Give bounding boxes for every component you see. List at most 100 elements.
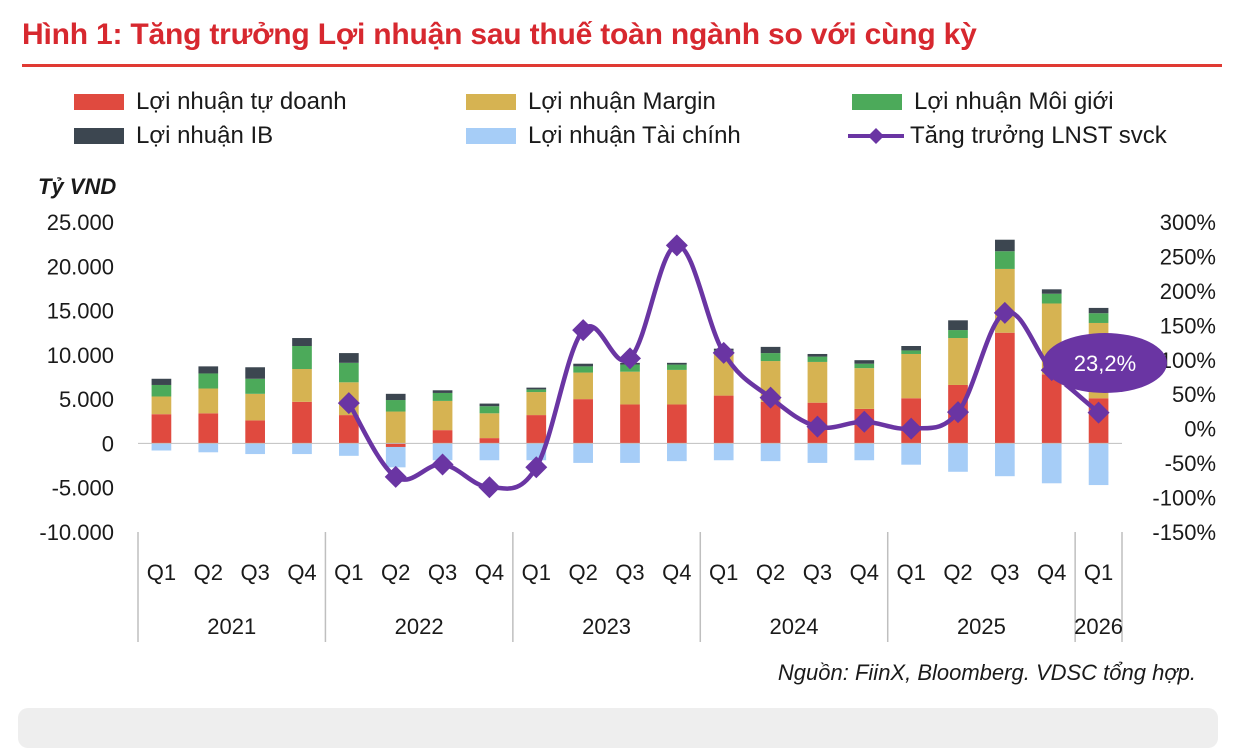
x-tick-label: Q1 (147, 560, 176, 585)
x-tick-label: Q4 (287, 560, 316, 585)
legend-swatch-ib (74, 128, 124, 144)
growth-marker (947, 401, 969, 424)
bar-segment (854, 443, 875, 461)
growth-marker (619, 347, 641, 370)
bar-segment (713, 395, 734, 444)
y2-tick-label: 300% (1160, 210, 1216, 235)
year-label: 2025 (957, 614, 1006, 639)
bar-segment (292, 443, 312, 455)
bar-segment (198, 366, 219, 374)
bar-segment (948, 320, 968, 331)
bar-segment (479, 438, 500, 444)
x-tick-label: Q3 (990, 560, 1019, 585)
bar-segment (198, 413, 219, 444)
legend-label-proprietary: Lợi nhuận tự doanh (136, 88, 347, 115)
bar-segment (995, 443, 1015, 477)
y-tick-label: 10.000 (47, 343, 114, 368)
bar-segment (432, 443, 453, 461)
bar-segment (198, 373, 219, 389)
x-tick-label: Q4 (1037, 560, 1066, 585)
bar-segment (479, 406, 500, 414)
bar-segment (948, 338, 968, 385)
legend-label-ib: Lợi nhuận IB (136, 122, 274, 149)
y2-tick-label: -150% (1152, 520, 1216, 545)
bar-segment (995, 332, 1015, 444)
x-tick-label: Q3 (240, 560, 269, 585)
bar-segment (573, 363, 593, 367)
bar-segment (901, 350, 921, 354)
bar-segment (198, 388, 219, 414)
y-tick-label: -5.000 (52, 476, 114, 501)
legend-item-financial: Lợi nhuận Tài chính (466, 122, 741, 150)
x-tick-label: Q1 (522, 560, 551, 585)
x-tick-label: Q3 (803, 560, 832, 585)
bar-segment (245, 393, 265, 421)
bar-segment (245, 378, 265, 394)
growth-marker (478, 476, 501, 499)
bar-segment (807, 361, 828, 403)
bar-segment (760, 443, 781, 462)
bar-segment (667, 369, 687, 405)
bar-segment (667, 362, 687, 365)
y2-tick-label: -50% (1165, 451, 1216, 476)
bar-segment (620, 371, 640, 405)
x-tick-label: Q3 (615, 560, 644, 585)
growth-marker (759, 386, 782, 409)
year-label: 2023 (582, 614, 631, 639)
year-label: 2026 (1074, 614, 1123, 639)
source-note: Nguồn: FiinX, Bloomberg. VDSC tổng hợp. (777, 660, 1196, 685)
bar-segment (713, 353, 734, 396)
x-tick-label: Q2 (568, 560, 597, 585)
y-tick-label: -10.000 (39, 520, 114, 545)
bar-segment (667, 443, 687, 462)
bar-segment (151, 414, 172, 444)
bar-segment (292, 338, 312, 346)
growth-marker (572, 319, 595, 342)
bar-segment (901, 353, 921, 399)
bar-segment (620, 443, 640, 463)
callout-label: 23,2% (1074, 351, 1136, 376)
legend-label-brokerage: Lợi nhuận Môi giới (914, 88, 1114, 115)
bar-segment (760, 346, 781, 354)
bar-segment (1041, 293, 1062, 304)
bar-segment (573, 443, 593, 463)
bar-segment (573, 399, 593, 444)
bar-segment (432, 390, 453, 393)
y-tick-label: 15.000 (47, 299, 114, 324)
y-tick-label: 25.000 (47, 210, 114, 235)
bar-segment (479, 443, 500, 461)
x-tick-label: Q3 (428, 560, 457, 585)
bar-segment (432, 392, 453, 401)
y-tick-label: 20.000 (47, 254, 114, 279)
legend-label-financial: Lợi nhuận Tài chính (528, 122, 741, 149)
legend-swatch-margin (466, 94, 516, 110)
bar-segment (245, 367, 265, 379)
growth-marker (431, 453, 454, 476)
bar-segment (292, 401, 312, 444)
bar-segment (760, 353, 781, 362)
y-tick-label: 5.000 (59, 387, 114, 412)
bar-segment (667, 364, 687, 370)
page-title: Hình 1: Tăng trưởng Lợi nhuận sau thuế t… (22, 18, 977, 51)
y2-tick-label: 200% (1160, 279, 1216, 304)
bar-segment (1088, 313, 1109, 323)
bar-segment (1041, 289, 1062, 294)
bar-segment (151, 443, 172, 451)
callout-bubble (1043, 333, 1167, 393)
legend-label-margin: Lợi nhuận Margin (528, 88, 716, 115)
legend-swatch-brokerage (852, 94, 902, 110)
bar-segment (292, 369, 312, 402)
bar-segment (198, 443, 219, 453)
growth-marker (525, 456, 548, 479)
bar-segment (292, 346, 312, 370)
bar-segment (807, 443, 828, 463)
bar-segment (385, 446, 406, 468)
bar-segment (1041, 374, 1062, 444)
bar-segment (339, 353, 359, 363)
x-tick-label: Q4 (662, 560, 691, 585)
bar-segment (151, 396, 172, 415)
y-tick-label: 0 (102, 431, 114, 456)
x-tick-label: Q2 (381, 560, 410, 585)
bar-segment (479, 403, 500, 407)
legend-label-growth: Tăng trưởng LNST svck (910, 122, 1167, 149)
